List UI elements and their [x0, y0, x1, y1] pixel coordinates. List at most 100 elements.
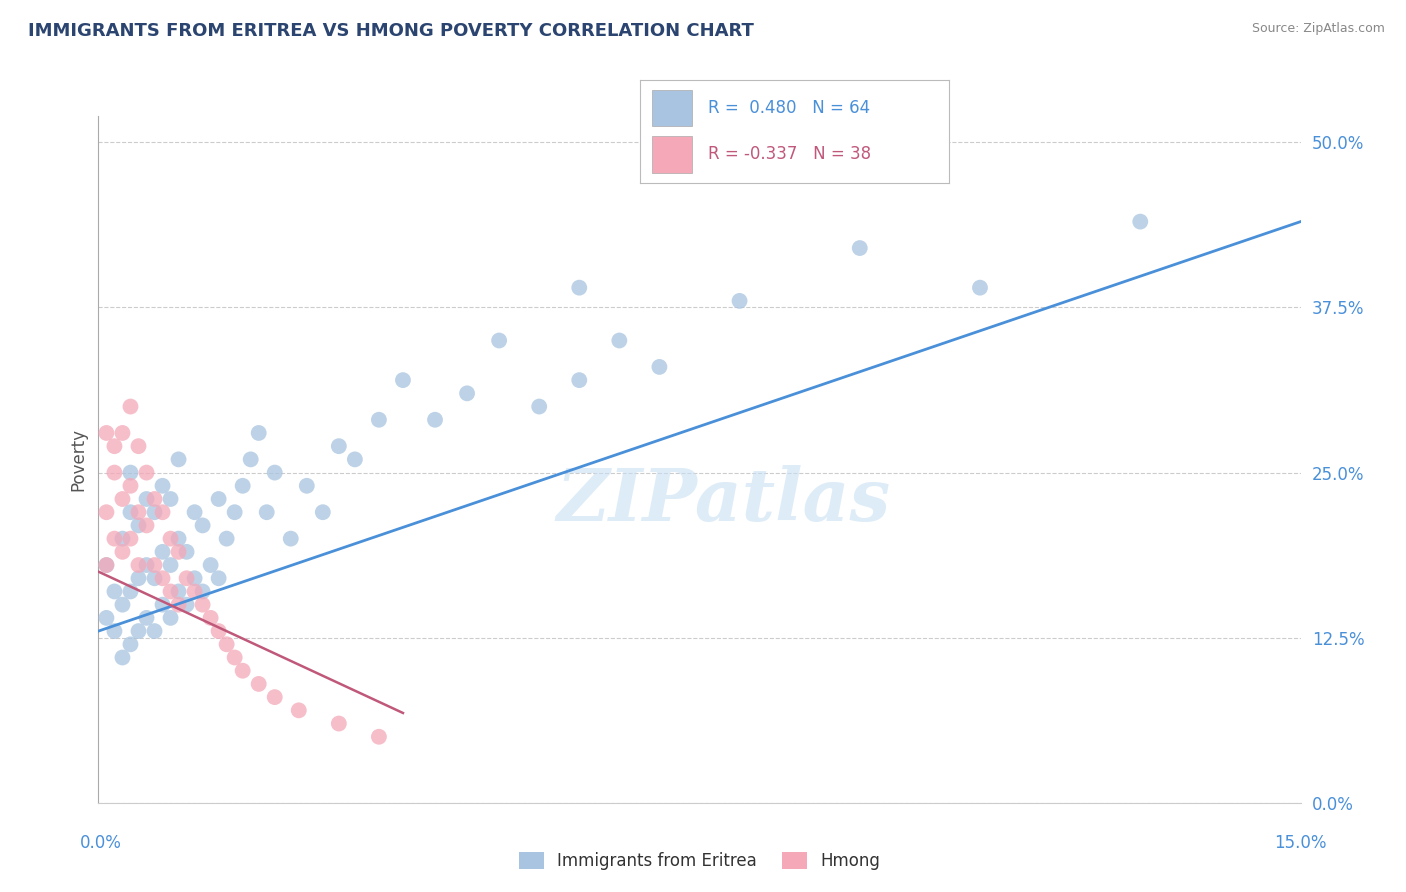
Point — [152, 479, 174, 493]
Point — [143, 558, 166, 572]
Point — [183, 571, 205, 585]
Point — [247, 425, 270, 440]
Point — [343, 452, 366, 467]
Point — [392, 373, 415, 387]
Point — [120, 479, 142, 493]
Point — [152, 598, 174, 612]
Point — [239, 452, 262, 467]
Point — [609, 334, 631, 348]
Point — [111, 425, 134, 440]
Point — [263, 690, 285, 705]
Point — [135, 611, 157, 625]
Point — [256, 505, 278, 519]
Point — [103, 532, 125, 546]
Point — [143, 624, 166, 639]
Point — [215, 637, 238, 651]
Point — [143, 571, 166, 585]
Point — [969, 281, 991, 295]
Point — [167, 452, 190, 467]
Point — [143, 505, 166, 519]
Point — [96, 611, 118, 625]
Point — [96, 425, 118, 440]
Point — [232, 479, 254, 493]
Point — [135, 466, 157, 480]
Point — [224, 650, 246, 665]
Point — [120, 466, 142, 480]
Point — [423, 413, 446, 427]
Point — [143, 491, 166, 506]
Point — [568, 281, 591, 295]
Point — [96, 558, 118, 572]
Point — [120, 584, 142, 599]
Point — [224, 505, 246, 519]
Point — [135, 558, 157, 572]
Point — [191, 598, 214, 612]
Point — [200, 611, 222, 625]
Y-axis label: Poverty: Poverty — [69, 428, 87, 491]
Point — [120, 400, 142, 414]
Point — [368, 730, 391, 744]
Point — [295, 479, 318, 493]
Point — [568, 373, 591, 387]
Point — [128, 439, 150, 453]
Point — [111, 532, 134, 546]
Point — [159, 558, 181, 572]
Point — [120, 637, 142, 651]
Point — [111, 491, 134, 506]
Point — [111, 545, 134, 559]
Point — [176, 545, 198, 559]
Point — [183, 584, 205, 599]
FancyBboxPatch shape — [652, 136, 692, 173]
Point — [135, 491, 157, 506]
Point — [159, 532, 181, 546]
Point — [215, 532, 238, 546]
Point — [232, 664, 254, 678]
Point — [128, 518, 150, 533]
Point — [208, 491, 231, 506]
Text: IMMIGRANTS FROM ERITREA VS HMONG POVERTY CORRELATION CHART: IMMIGRANTS FROM ERITREA VS HMONG POVERTY… — [28, 22, 754, 40]
Point — [183, 505, 205, 519]
Point — [152, 545, 174, 559]
Point — [208, 624, 231, 639]
Point — [152, 505, 174, 519]
Point — [648, 359, 671, 374]
Point — [529, 400, 551, 414]
Point — [328, 439, 350, 453]
Point — [167, 598, 190, 612]
Point — [456, 386, 478, 401]
Point — [368, 413, 391, 427]
Point — [488, 334, 510, 348]
Point — [128, 505, 150, 519]
Point — [167, 584, 190, 599]
Point — [176, 571, 198, 585]
Point — [1129, 214, 1152, 228]
Point — [208, 571, 231, 585]
Point — [159, 491, 181, 506]
Point — [103, 439, 125, 453]
Point — [159, 584, 181, 599]
Point — [191, 584, 214, 599]
Point — [103, 584, 125, 599]
Text: 15.0%: 15.0% — [1274, 834, 1327, 852]
Point — [312, 505, 335, 519]
Point — [96, 558, 118, 572]
Point — [167, 532, 190, 546]
Point — [128, 624, 150, 639]
Point — [328, 716, 350, 731]
Text: 0.0%: 0.0% — [80, 834, 122, 852]
Point — [728, 293, 751, 308]
Legend: Immigrants from Eritrea, Hmong: Immigrants from Eritrea, Hmong — [512, 846, 887, 877]
Point — [263, 466, 285, 480]
Text: ZIPatlas: ZIPatlas — [557, 465, 890, 536]
Point — [96, 505, 118, 519]
Point — [103, 624, 125, 639]
Point — [191, 518, 214, 533]
Point — [128, 571, 150, 585]
Point — [152, 571, 174, 585]
Point — [103, 466, 125, 480]
Point — [120, 505, 142, 519]
Text: R =  0.480   N = 64: R = 0.480 N = 64 — [707, 99, 870, 117]
Point — [111, 650, 134, 665]
Point — [159, 611, 181, 625]
FancyBboxPatch shape — [652, 89, 692, 127]
